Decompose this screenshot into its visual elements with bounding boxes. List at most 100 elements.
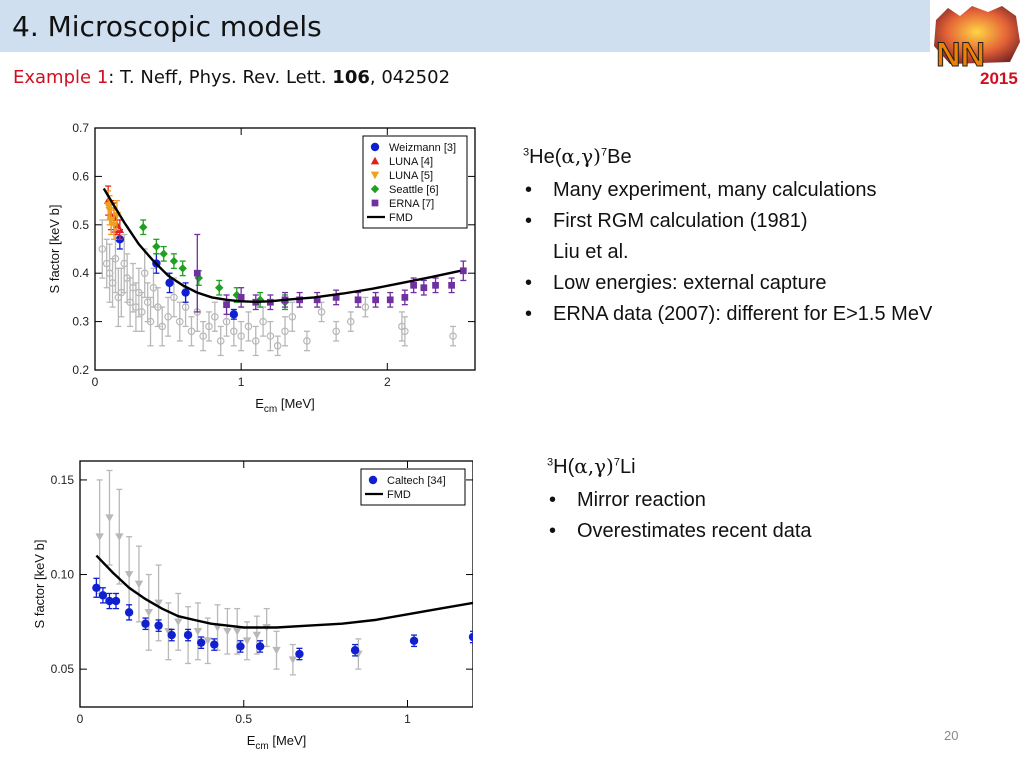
series-caltech (92, 577, 473, 661)
data-point (420, 284, 428, 292)
data-point (95, 533, 104, 541)
data-point (449, 332, 457, 340)
bullet-item: Overestimates recent data (547, 516, 812, 547)
y-tick-label: 0.15 (51, 473, 75, 487)
data-point (98, 245, 107, 253)
data-point (401, 294, 409, 301)
panel-h3: 3H(α,γ)7Li Mirror reaction Overestimates… (547, 454, 812, 547)
x-tick-label: 0.5 (235, 712, 252, 726)
data-point (152, 242, 161, 251)
data-point (332, 327, 340, 336)
data-point (167, 630, 176, 640)
data-point (468, 632, 473, 642)
data-point (266, 332, 275, 340)
data-point (139, 223, 148, 232)
legend: Caltech [34] FMD (360, 468, 466, 506)
data-point (193, 269, 201, 277)
data-point (134, 580, 144, 589)
data-point (303, 337, 311, 345)
data-point (165, 278, 174, 288)
logo-nn: NN (936, 36, 985, 74)
data-point (233, 627, 242, 636)
data-point (229, 310, 239, 319)
bullet-item: First RGM calculation (1981) (523, 206, 932, 237)
data-point (295, 649, 304, 659)
x-tick-label: 2 (384, 375, 391, 389)
y-tick-label: 0.4 (72, 266, 89, 280)
data-point (288, 656, 298, 664)
legend-label: FMD (387, 489, 411, 501)
data-point (222, 317, 231, 326)
bullet-continuation: Liu et al. (553, 241, 629, 263)
x-tick-label: 1 (404, 712, 411, 726)
data-point (259, 317, 267, 326)
data-point (242, 637, 252, 645)
x-tick-label: 0 (92, 375, 99, 389)
data-point (372, 296, 379, 304)
data-point (174, 618, 183, 627)
data-point (203, 637, 212, 645)
data-point (124, 571, 134, 579)
data-point (111, 596, 121, 606)
data-point (237, 294, 245, 301)
y-tick-label: 0.10 (51, 568, 75, 582)
chart-h3-alpha: 0.05 0.10 0.15 0 0.5 1 Ecm [MeV] S factor [keV … (32, 460, 473, 752)
data-point (175, 317, 184, 326)
bullet-list-h3: Mirror reaction Overestimates recent dat… (547, 485, 812, 547)
data-point (332, 294, 340, 301)
data-point (459, 267, 467, 275)
legend-label: ERNA [7] (389, 198, 434, 210)
x-axis-label: Ecm [MeV] (255, 396, 315, 415)
legend-marker (371, 199, 379, 207)
data-point (255, 642, 265, 651)
data-point (196, 638, 206, 647)
data-point (244, 322, 253, 331)
y-tick-label: 0.7 (72, 121, 89, 135)
example-label: Example 1 (13, 67, 109, 88)
data-point (154, 621, 163, 630)
data-point (361, 303, 370, 311)
chart-he3-alpha: 0.2 0.3 0.4 0.5 0.6 0.7 0 1 2 Ecm [MeV] S factor [… (48, 121, 476, 415)
legend-label: LUNA [5] (389, 170, 433, 182)
data-point (223, 627, 232, 636)
reference-line: Example 1: T. Neff, Phys. Rev. Lett. 106… (13, 67, 450, 88)
data-point (170, 293, 178, 302)
data-point (313, 296, 321, 304)
bullet-item: ERNA data (2007): different for E>1.5 Me… (523, 299, 932, 330)
data-point (409, 636, 419, 645)
data-point (448, 281, 455, 289)
data-point (288, 312, 297, 321)
fmd-curve (95, 554, 473, 629)
data-point (350, 646, 360, 655)
data-layer (92, 469, 473, 676)
legend-label: Caltech [34] (387, 475, 446, 487)
x-tick-label: 1 (238, 375, 245, 389)
data-point (105, 514, 114, 522)
y-tick-label: 0.05 (51, 662, 75, 676)
data-point (216, 337, 225, 345)
data-point (205, 322, 213, 331)
legend-marker (370, 142, 380, 152)
data-point (111, 254, 120, 263)
data-point (105, 596, 114, 606)
legend: Weizmann [3] LUNA [4] LUNA [5] Seattle [6] E… (362, 135, 468, 229)
series-other-data (98, 219, 457, 357)
fmd-curve (102, 187, 461, 304)
data-point (251, 337, 260, 345)
legend-label: Weizmann [3] (389, 142, 456, 154)
slide-title: 4. Microscopic models (12, 10, 322, 43)
data-point (141, 619, 150, 628)
logo-year: 2015 (980, 69, 1018, 88)
data-point (213, 624, 222, 632)
reference-text: : T. Neff, Phys. Rev. Lett. (108, 67, 333, 88)
legend-label: FMD (389, 212, 413, 224)
data-point (199, 332, 207, 340)
y-tick-label: 0.6 (72, 169, 89, 183)
data-layer (98, 185, 467, 357)
bullet-item: Many experiment, many calculations (523, 175, 932, 206)
data-point (158, 322, 167, 331)
data-point (146, 317, 155, 326)
bullet-list-he3: Many experiment, many calculations First… (523, 175, 932, 330)
data-point (178, 264, 187, 273)
data-point (144, 609, 153, 617)
